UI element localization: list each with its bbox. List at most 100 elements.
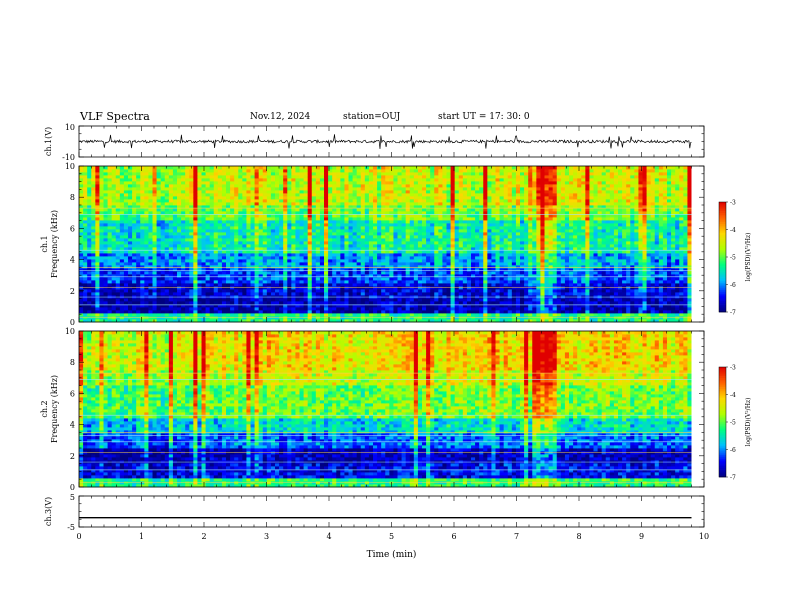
spectrogram-cell [422, 319, 427, 323]
spectrogram-cell [442, 229, 447, 233]
spectrogram-cell [601, 238, 607, 242]
spectrogram-cell [311, 316, 317, 320]
spectrogram-cell [291, 292, 296, 296]
spectrogram-cell [499, 259, 505, 263]
spectrogram-cell [585, 229, 590, 233]
spectrogram-cell [479, 259, 484, 263]
spectrogram-cell [209, 232, 215, 236]
spectrogram-cell [397, 253, 402, 257]
spectrogram-cell [658, 307, 664, 311]
spectrogram-cell [430, 226, 435, 230]
spectrogram-cell [119, 277, 125, 281]
spectrogram-cell [601, 250, 607, 254]
spectrogram-cell [544, 262, 549, 266]
spectrogram-cell [193, 283, 198, 287]
spectrogram-cell [658, 226, 664, 230]
spectrogram-cell [405, 244, 411, 248]
spectrogram-cell [434, 268, 439, 272]
spectrogram-cell [389, 256, 394, 260]
spectrogram-cell [524, 310, 529, 314]
spectrogram-cell [368, 316, 374, 320]
spectrogram-cell [136, 244, 141, 248]
spectrogram-cell [483, 283, 488, 287]
spectrogram-cell [364, 304, 370, 308]
spectrogram-cell [307, 316, 313, 320]
spectrogram-cell [397, 235, 402, 239]
spectrogram-cell [148, 283, 153, 287]
spectrogram-cell [638, 262, 643, 266]
spectrogram-cell [181, 244, 186, 248]
spectrogram-cell [381, 283, 386, 287]
spectrogram-cell [352, 241, 358, 245]
spectrogram-cell [168, 307, 174, 311]
spectrogram-cell [172, 301, 178, 305]
spectrogram-cell [83, 250, 88, 254]
spectrogram-cell [466, 283, 472, 287]
spectrogram-cell [328, 253, 333, 257]
spectrogram-cell [319, 298, 325, 302]
spectrogram-cell [177, 223, 182, 227]
spectrogram-cell [471, 247, 476, 251]
spectrogram-cell [201, 250, 206, 254]
spectrogram-cell [160, 247, 166, 251]
spectrogram-cell [483, 244, 488, 248]
spectrogram-cell [499, 301, 505, 305]
spectrogram-cell [462, 229, 468, 233]
spectrogram-cell [83, 319, 88, 323]
spectrogram-cell [458, 244, 464, 248]
spectrogram-cell [91, 223, 96, 227]
spectrogram-cell [601, 277, 607, 281]
spectrogram-cell [454, 253, 460, 257]
spectrogram-cell [324, 253, 329, 257]
spectrogram-cell [332, 229, 337, 233]
spectrogram-cell [217, 238, 223, 242]
spectrogram-cell [242, 232, 247, 236]
spectrogram-cell [246, 319, 251, 323]
spectrogram-cell [197, 250, 202, 254]
spectrogram-cell [360, 256, 366, 260]
spectrogram-cell [332, 292, 337, 296]
spectrogram-cell [270, 271, 276, 275]
spectrogram-cell [589, 280, 594, 284]
spectrogram-cell [532, 316, 537, 320]
spectrogram-cell [520, 241, 525, 245]
spectrogram-cell [646, 307, 652, 311]
spectrogram-cell [107, 265, 113, 269]
spectrogram-cell [99, 298, 104, 302]
spectrogram-cell [511, 256, 517, 260]
spectrogram-cell [507, 265, 513, 269]
spectrogram-cell [536, 253, 541, 257]
spectrogram-cell [671, 247, 676, 251]
spectrogram-cell [348, 268, 353, 272]
spectrogram-cell [548, 256, 554, 260]
spectrogram-cell [667, 244, 672, 248]
spectrogram-cell [266, 223, 272, 227]
spectrogram-cell [185, 289, 190, 293]
spectrogram-cell [201, 238, 206, 242]
spectrogram-cell [618, 244, 623, 248]
spectrogram-cell [605, 301, 611, 305]
spectrogram-cell [593, 277, 598, 281]
spectrogram-cell [140, 280, 145, 284]
spectrogram-cell [585, 259, 590, 263]
spectrogram-cell [675, 238, 680, 242]
spectrogram-cell [283, 223, 288, 227]
spectrogram-cell [144, 223, 149, 227]
spectrogram-cell [560, 247, 566, 251]
spectrogram-cell [299, 238, 304, 242]
spectrogram-cell [524, 235, 529, 239]
spectrogram-cell [638, 259, 643, 263]
spectrogram-cell [152, 259, 157, 263]
spectrogram-cell [332, 283, 337, 287]
spectrogram-cell [487, 301, 492, 305]
spectrogram-cell [336, 223, 341, 227]
spectrogram-cell [487, 250, 492, 254]
spectrogram-cell [144, 253, 149, 257]
spectrogram-cell [417, 274, 423, 278]
spectrogram-cell [250, 259, 255, 263]
spectrogram-cell [687, 256, 692, 260]
spectrogram-cell [671, 313, 676, 317]
spectrogram-cell [589, 247, 594, 251]
spectrogram-cell [597, 271, 603, 275]
spectrogram-cell [262, 226, 268, 230]
